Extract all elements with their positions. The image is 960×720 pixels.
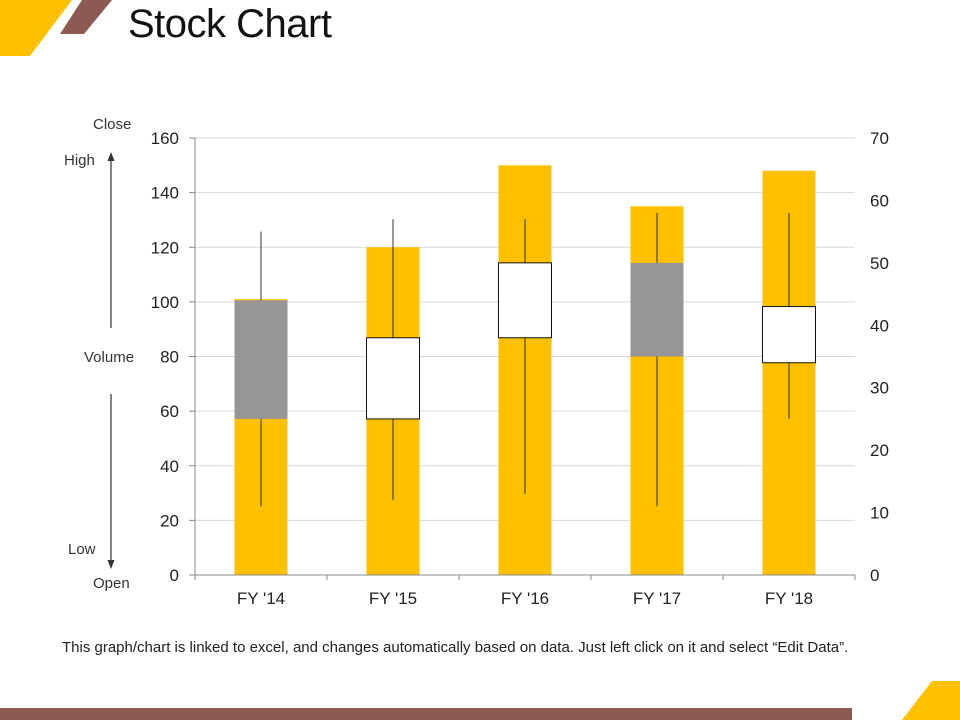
x-axis-category-label: FY '15: [369, 589, 417, 608]
left-axis-tick-label: 40: [160, 457, 179, 476]
bottom-brown-bar: [0, 708, 852, 720]
left-axis-tick-label: 0: [170, 566, 179, 585]
left-axis-tick-label: 20: [160, 511, 179, 530]
volume-label: Volume: [84, 349, 135, 366]
x-axis-category-label: FY '18: [765, 589, 813, 608]
top-brown-parallelogram: [60, 0, 112, 34]
high-label: High: [64, 152, 95, 169]
bottom-yellow-parallelogram: [902, 681, 960, 720]
right-axis-tick-label: 60: [870, 191, 889, 210]
right-axis-tick-label: 30: [870, 379, 889, 398]
right-axis-tick-label: 10: [870, 504, 889, 523]
page-title: Stock Chart: [128, 2, 332, 46]
open-label: Open: [93, 575, 130, 592]
up-candle-3: [498, 262, 552, 339]
side-arrows: [107, 152, 115, 569]
x-axis-category-label: FY '16: [501, 589, 549, 608]
close-label: Close: [93, 116, 132, 133]
low-label: Low: [68, 541, 96, 558]
right-axis-tick-label: 40: [870, 316, 889, 335]
down-arrow-head: [107, 560, 115, 569]
top-yellow-parallelogram: [0, 0, 72, 56]
right-axis-tick-label: 50: [870, 254, 889, 273]
right-axis-tick-label: 70: [870, 129, 889, 148]
left-axis-tick-label: 160: [151, 129, 179, 148]
x-axis-category-label: FY '14: [237, 589, 285, 608]
right-axis-tick-label: 0: [870, 566, 879, 585]
footnote: This graph/chart is linked to excel, and…: [62, 639, 849, 656]
right-axis-tick-label: 20: [870, 441, 889, 460]
left-axis-tick-label: 80: [160, 348, 179, 367]
left-axis-tick-label: 60: [160, 402, 179, 421]
x-axis-category-label: FY '17: [633, 589, 681, 608]
up-candle-2: [366, 337, 420, 420]
left-axis-tick-label: 120: [151, 238, 179, 257]
left-axis-tick-label: 100: [151, 293, 179, 312]
down-candle-1: [234, 300, 288, 419]
up-arrow-head: [107, 152, 115, 161]
down-candle-4: [630, 262, 684, 357]
left-axis-tick-label: 140: [151, 184, 179, 203]
up-candle-5: [762, 306, 816, 364]
